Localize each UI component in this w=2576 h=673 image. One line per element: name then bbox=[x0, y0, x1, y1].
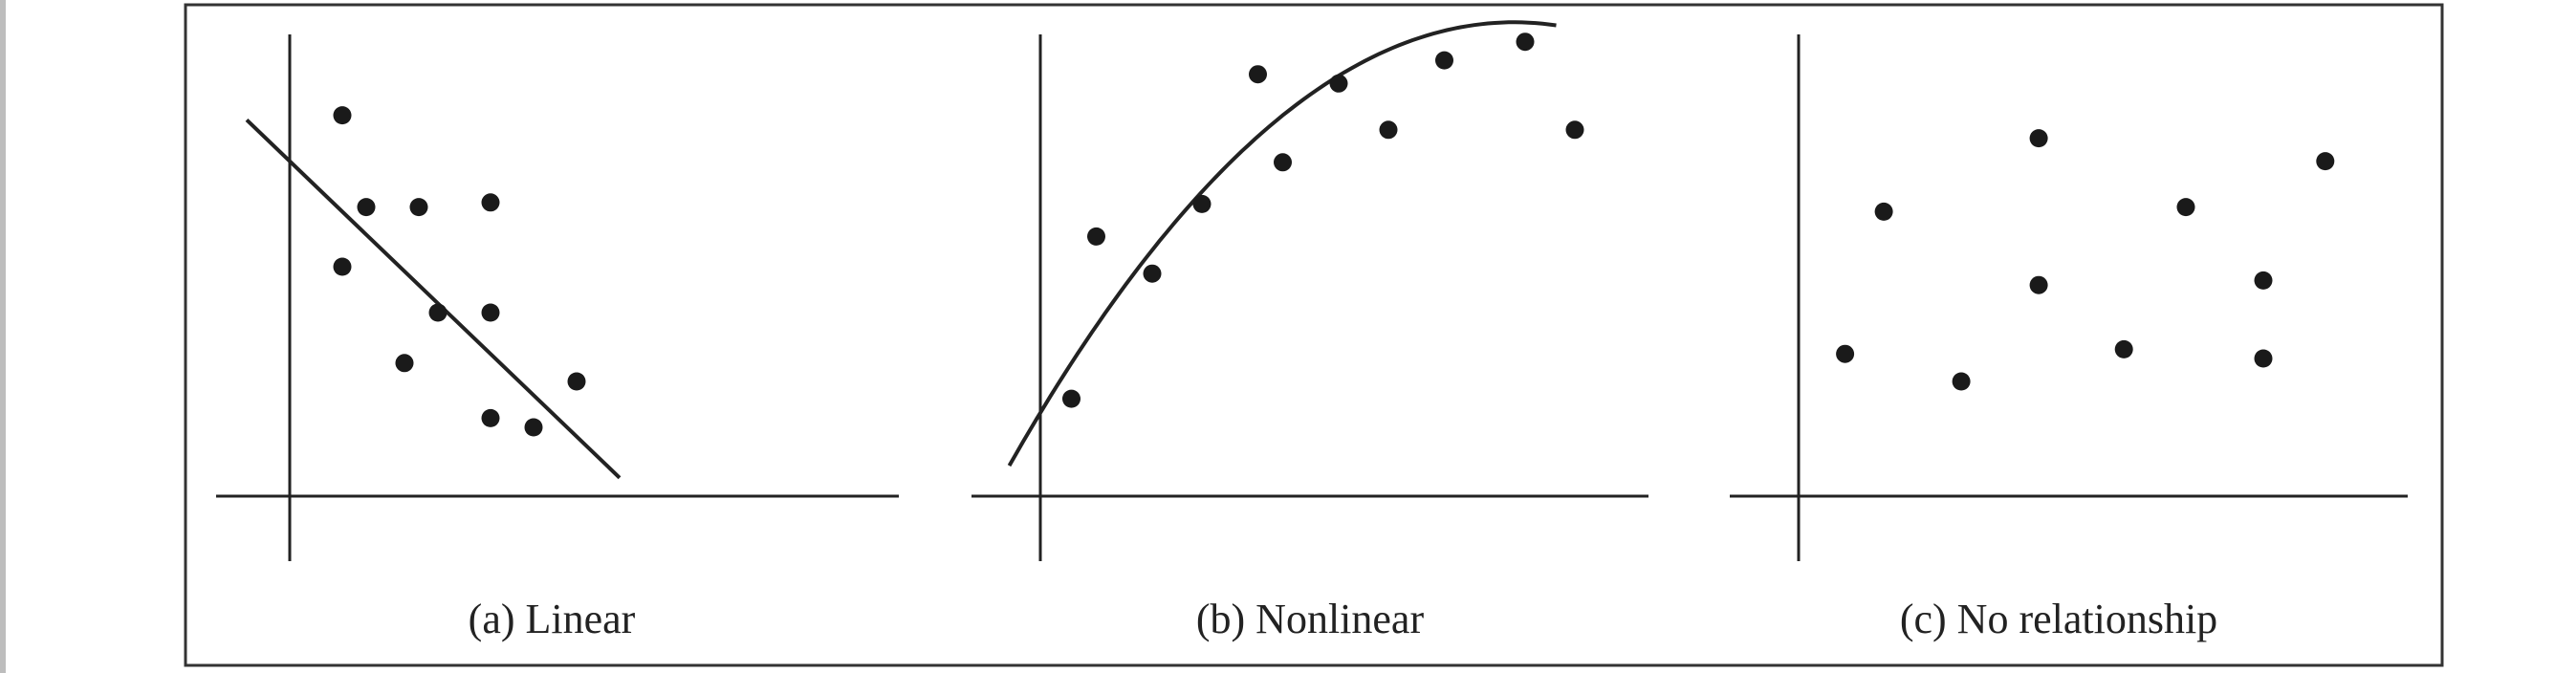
panel-nonlinear-fit-curve bbox=[1007, 20, 1557, 467]
panel-no-relationship: (c) No relationship bbox=[1730, 34, 2408, 642]
panel-nonlinear-point bbox=[1062, 389, 1081, 408]
panel-no-relationship-point bbox=[1952, 372, 1971, 391]
panel-linear-fit-line bbox=[245, 118, 622, 480]
panel-linear-caption: (a) Linear bbox=[469, 596, 636, 642]
panel-linear-points bbox=[333, 106, 586, 437]
left-margin-strip bbox=[0, 0, 6, 673]
panel-nonlinear-point bbox=[1087, 227, 1105, 246]
panel-nonlinear-point bbox=[1192, 194, 1212, 213]
panel-no-relationship-points bbox=[1836, 129, 2335, 391]
panel-linear-point bbox=[481, 303, 500, 322]
panel-linear-point bbox=[333, 257, 352, 276]
panel-linear-point bbox=[524, 418, 543, 437]
panel-linear-point bbox=[357, 198, 376, 217]
panel-linear-point bbox=[567, 372, 586, 391]
panel-linear-point bbox=[428, 303, 448, 322]
panel-no-relationship-point bbox=[2316, 152, 2335, 171]
panel-no-relationship-point bbox=[2029, 129, 2048, 148]
panel-linear-point bbox=[481, 193, 500, 212]
figure-frame bbox=[184, 3, 2444, 667]
panel-linear-point bbox=[395, 354, 414, 373]
panel-linear-point bbox=[409, 198, 428, 217]
panel-nonlinear-point bbox=[1329, 74, 1348, 93]
panel-no-relationship-point bbox=[2029, 275, 2048, 294]
panel-nonlinear: (b) Nonlinear bbox=[971, 20, 1648, 642]
panel-linear-point bbox=[333, 106, 352, 125]
panel-nonlinear-point bbox=[1249, 65, 1267, 84]
panel-nonlinear-point bbox=[1379, 120, 1398, 140]
panel-linear-point bbox=[481, 408, 500, 427]
panel-no-relationship-point bbox=[2114, 339, 2133, 358]
panel-nonlinear-point bbox=[1435, 51, 1453, 70]
panel-nonlinear-point bbox=[1274, 153, 1292, 172]
panel-nonlinear-point bbox=[1516, 33, 1535, 52]
panel-no-relationship-point bbox=[2176, 198, 2195, 217]
panel-no-relationship-point bbox=[2254, 349, 2273, 368]
panel-nonlinear-point bbox=[1565, 120, 1584, 140]
panel-nonlinear-points bbox=[1062, 33, 1584, 408]
panel-nonlinear-caption: (b) Nonlinear bbox=[1196, 596, 1425, 642]
panel-no-relationship-point bbox=[1874, 202, 1893, 221]
panel-no-relationship-caption: (c) No relationship bbox=[1900, 596, 2217, 642]
panel-nonlinear-point bbox=[1143, 264, 1162, 283]
panel-no-relationship-point bbox=[1836, 344, 1855, 363]
panel-no-relationship-point bbox=[2254, 271, 2273, 290]
panel-linear: (a) Linear bbox=[216, 34, 899, 642]
